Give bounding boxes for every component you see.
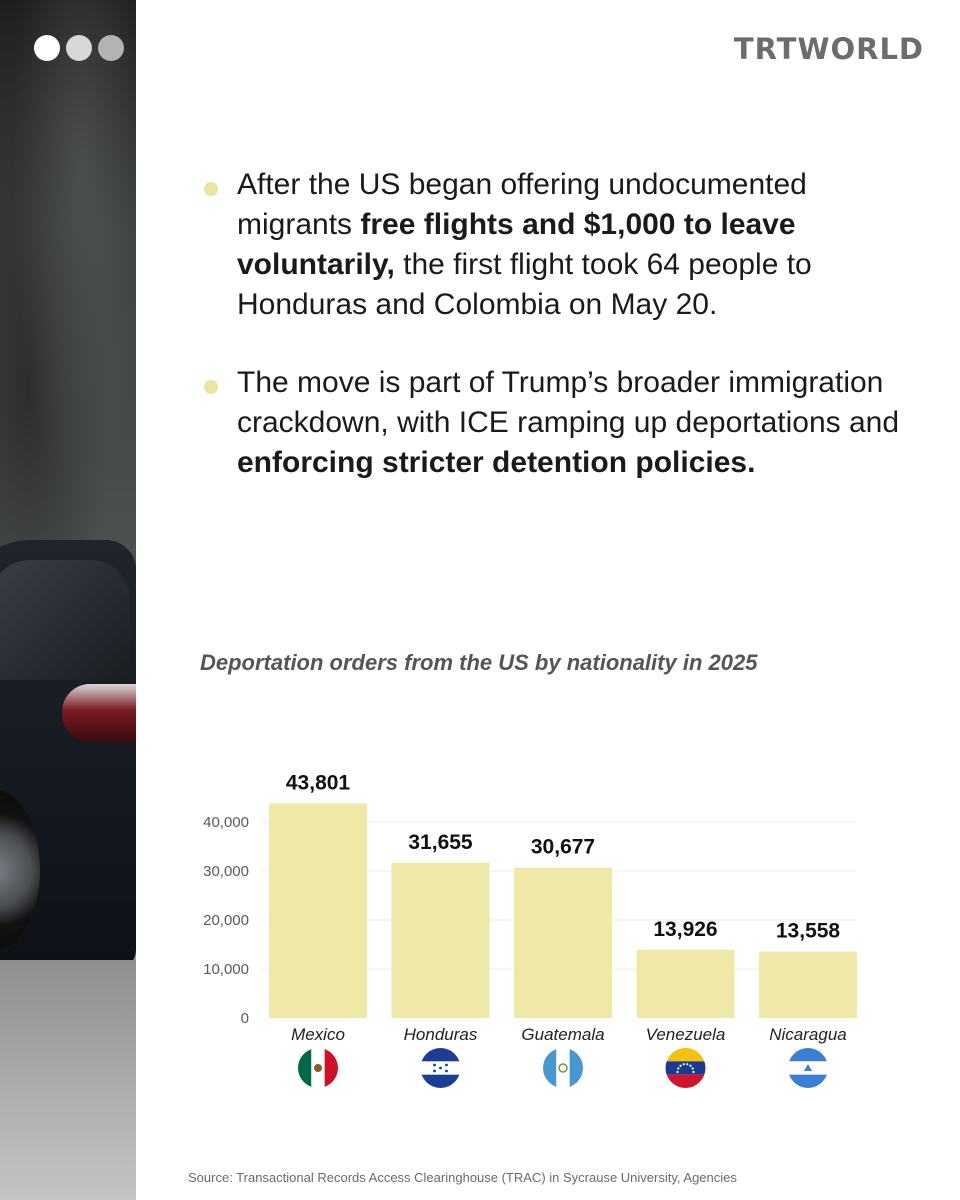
bullet-text-bold: free flights and $1,000 to leave volunta… (237, 208, 796, 281)
carousel-dots (34, 35, 124, 61)
bar-value-label: 43,801 (286, 771, 351, 794)
flag-part (433, 1069, 436, 1073)
photo-car-window (0, 560, 130, 680)
bullet-dot-icon (204, 182, 218, 196)
flag-part (665, 1061, 706, 1075)
bullet-text-part: After the US began offering undocumented… (237, 168, 807, 241)
flag-part (686, 1063, 689, 1066)
photo-ground (0, 960, 136, 1200)
nicaragua-flag-icon (788, 1048, 828, 1088)
carousel-dot-2 (66, 35, 92, 61)
flag-part (556, 1048, 570, 1088)
bar (759, 951, 857, 1018)
bar-value-label: 13,926 (653, 918, 717, 941)
flag-part (558, 1063, 568, 1073)
bullet-text-bold: enforcing stricter detention policies. (237, 446, 756, 479)
bar-value-label: 31,655 (408, 831, 473, 854)
flag-part (445, 1063, 448, 1067)
flag-part (324, 1048, 338, 1088)
flag-part (569, 1048, 583, 1088)
y-tick-label: 20,000 (203, 912, 249, 929)
flag-part (433, 1063, 436, 1067)
y-tick-label: 40,000 (203, 814, 249, 831)
flag-part (665, 1074, 706, 1088)
guatemala-flag-icon (543, 1048, 583, 1088)
flag-part (665, 1048, 706, 1062)
flag-part (804, 1064, 812, 1071)
flag-part (420, 1048, 461, 1062)
bar (391, 862, 490, 1018)
flag-part (420, 1074, 461, 1088)
source-note: Source: Transactional Records Access Cle… (188, 1170, 737, 1185)
y-tick-label: 0 (241, 1010, 249, 1027)
x-tick-label: Guatemala (521, 1025, 604, 1044)
x-tick-label: Honduras (404, 1025, 478, 1044)
flag-part (692, 1070, 695, 1074)
bullet-item-2: The move is part of Trump’s broader immi… (200, 363, 900, 483)
y-tick-label: 30,000 (203, 863, 249, 880)
bullet-text-part: the first flight took 64 people to Hondu… (237, 248, 812, 321)
bullet-dot-icon (204, 380, 218, 394)
bullet-text: After the US began offering undocumented… (237, 165, 900, 325)
x-tick-label: Nicaragua (769, 1025, 847, 1044)
bar (514, 867, 612, 1018)
flag-part (682, 1063, 685, 1066)
flag-part (677, 1067, 680, 1070)
x-tick-label: Venezuela (646, 1025, 726, 1044)
honduras-flag-icon (420, 1048, 461, 1088)
mexico-flag-icon (298, 1048, 338, 1088)
carousel-dot-3 (98, 35, 124, 61)
flag-part (788, 1048, 828, 1062)
chart-title: Deportation orders from the US by nation… (200, 650, 758, 675)
flag-part (691, 1067, 694, 1070)
bar-value-label: 13,558 (776, 920, 841, 943)
bar (636, 949, 735, 1018)
flag-part (676, 1070, 679, 1074)
bullet-text-part: The move is part of Trump’s broader immi… (237, 366, 900, 439)
photo-wall (0, 0, 136, 560)
bar-value-label: 30,677 (531, 836, 595, 859)
bullet-text: The move is part of Trump’s broader immi… (237, 363, 900, 483)
venezuela-flag-icon (665, 1048, 706, 1088)
flag-part (445, 1069, 448, 1073)
bullet-list: After the US began offering undocumented… (200, 165, 900, 521)
trt-world-logo: TRTWORLD (733, 32, 924, 66)
flag-part (314, 1064, 322, 1072)
x-tick-label: Mexico (291, 1025, 345, 1044)
flag-part (298, 1048, 312, 1088)
bullet-item-1: After the US began offering undocumented… (200, 165, 900, 325)
flag-part (679, 1064, 682, 1067)
flag-part (543, 1048, 557, 1088)
carousel-dot-1 (34, 35, 60, 61)
photo-car-taillight (62, 684, 136, 742)
flag-part (439, 1066, 442, 1070)
background-photo (0, 0, 136, 1200)
bar (269, 803, 367, 1018)
flag-part (788, 1074, 828, 1088)
y-tick-label: 10,000 (203, 961, 249, 978)
flag-part (689, 1064, 692, 1067)
